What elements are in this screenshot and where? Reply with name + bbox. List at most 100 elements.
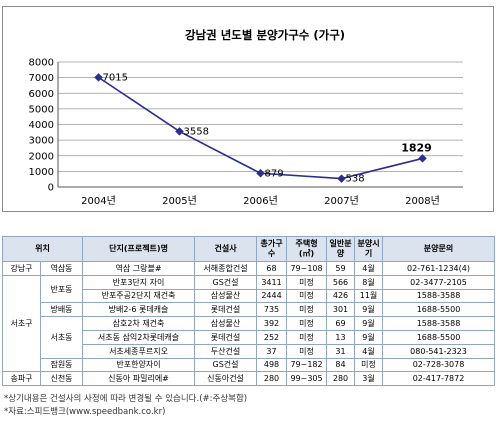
sale-date-cell: 미정 <box>354 357 384 373</box>
data-point <box>418 154 427 163</box>
series-line <box>98 76 423 180</box>
district-cell: 송파구 <box>2 371 41 387</box>
builder-cell: GS건설 <box>194 274 258 290</box>
table-row: 서초구 반포동 반포3단지 자이 GS건설 3411 미정 566 8월 02-3477-210… <box>2 274 496 373</box>
y-tick-label: 4000 <box>29 120 54 131</box>
table-row: 방배동 방배2-6 롯데캐슬 롯데건설 735 미정 301 9월 1688-5500 <box>3 302 496 318</box>
y-tick-label: 3000 <box>29 136 54 147</box>
dong-cell: 서초동 <box>39 316 84 359</box>
general-sale-cell: 84 <box>326 357 356 373</box>
sale-date-cell: 9월 <box>354 329 384 345</box>
unit-size-cell: 미정 <box>286 329 328 345</box>
data-label: 1829 <box>401 141 432 154</box>
x-tick-label: 2008년 <box>405 195 440 207</box>
project-name-cell: 반포한양자이 <box>82 357 196 373</box>
general-sale-cell: 566 <box>326 274 356 290</box>
general-sale-cell: 69 <box>326 316 356 331</box>
project-name-cell: 서초동 삼익2차롯데캐슬 <box>82 329 196 345</box>
sale-date-cell: 9월 <box>354 302 384 318</box>
unit-size-cell: 미정 <box>286 274 328 290</box>
unit-size-cell: 미정 <box>286 302 328 318</box>
builder-cell: 신동아건설 <box>194 371 258 387</box>
sale-date-cell: 9월 <box>354 316 384 331</box>
unit-size-cell: 99~305 <box>286 371 328 387</box>
inquiry-cell: 080-541-2323 <box>382 343 496 359</box>
total-units-cell: 2444 <box>256 288 288 304</box>
project-name-cell: 삼호2차 재건축 <box>82 316 196 331</box>
total-units-cell: 68 <box>256 261 288 276</box>
header-unit-size: 주택형(㎡) <box>286 236 328 262</box>
sale-date-cell: 3월 <box>354 371 384 387</box>
inquiry-cell: 1688-5500 <box>382 329 496 345</box>
dong-cell: 잠원동 <box>39 357 84 373</box>
y-tick-label: 8000 <box>29 58 54 69</box>
y-tick-label: 2000 <box>29 151 54 162</box>
x-tick-label: 2007년 <box>324 195 359 207</box>
builder-cell: 서해종합건설 <box>194 261 258 276</box>
header-project: 단지(프로젝트)명 <box>82 236 196 262</box>
builder-cell: 롯데건설 <box>194 329 258 345</box>
dong-cell: 신천동 <box>39 371 84 387</box>
general-sale-cell: 13 <box>326 329 356 345</box>
y-tick-label: 5000 <box>29 104 54 115</box>
builder-cell: 삼성물산 <box>194 288 258 304</box>
inquiry-cell: 1588-3588 <box>382 288 496 304</box>
project-name-cell: 방배2-6 롯데캐슬 <box>82 302 196 318</box>
total-units-cell: 3411 <box>256 274 288 290</box>
data-point <box>256 169 265 178</box>
sale-date-cell: 8월 <box>354 274 384 290</box>
unit-size-cell: 미정 <box>286 343 328 359</box>
header-general-sale: 일반분양 <box>326 236 356 262</box>
x-tick-label: 2004년 <box>81 195 116 207</box>
total-units-cell: 498 <box>256 357 288 373</box>
header-location: 위치 <box>1 236 84 262</box>
general-sale-cell: 280 <box>326 371 356 387</box>
unit-size-cell: 79~182 <box>286 357 328 373</box>
builder-cell: 두산건설 <box>194 343 258 359</box>
general-sale-cell: 31 <box>326 343 356 359</box>
chart-panel: 강남권 년도별 분양가구수 (가구) 0 1000 2000 3000 4000 5000 6… <box>2 6 494 212</box>
data-point <box>175 127 184 136</box>
y-tick-label: 7000 <box>29 73 54 84</box>
inquiry-cell: 02-3477-2105 <box>382 274 496 290</box>
line-chart: 강남권 년도별 분양가구수 (가구) 0 1000 2000 3000 4000 5000 6… <box>29 28 463 207</box>
general-sale-cell: 59 <box>326 261 356 276</box>
inquiry-cell: 1588-3588 <box>382 316 496 331</box>
header-total-units: 총가구수 <box>256 236 288 262</box>
chart-title: 강남권 년도별 분양가구수 (가구) <box>185 28 345 42</box>
district-cell: 서초구 <box>2 274 41 373</box>
data-label: 879 <box>265 168 284 179</box>
y-tick-label: 1000 <box>29 167 54 178</box>
footnote-source: *자료:스피드뱅크(www.speedbank.co.kr) <box>4 407 166 417</box>
table-row: 서초동 삼호2차 재건축 삼성물산 392 미정 69 9월 1588-3588 <box>3 316 496 359</box>
footnote-change: *상기내용은 건설사의 사정에 따라 변경될 수 있습니다.(#:주상복합) <box>4 394 248 404</box>
district-cell: 강남구 <box>2 261 41 276</box>
header-builder: 건설사 <box>194 236 258 262</box>
builder-cell: 삼성물산 <box>194 316 258 331</box>
inquiry-cell: 02-728-3078 <box>382 357 496 373</box>
y-tick-label: 6000 <box>29 89 54 100</box>
header-inquiry: 분양문의 <box>382 236 496 262</box>
dong-cell: 역삼동 <box>39 261 84 276</box>
unit-size-cell: 79~108 <box>286 261 328 276</box>
x-tick-label: 2005년 <box>162 195 197 207</box>
general-sale-cell: 426 <box>326 288 356 304</box>
inquiry-cell: 1688-5500 <box>382 302 496 318</box>
unit-size-cell: 미정 <box>286 316 328 331</box>
project-name-cell: 반포주공2단지 재건축 <box>82 288 196 304</box>
table-body: 강남구 역삼동 역삼 그랑블# 서해종합건설 68 79~108 59 4월 02-761-12… <box>2 261 496 387</box>
dong-cell: 반포동 <box>39 274 84 304</box>
x-tick-label: 2006년 <box>243 195 278 207</box>
project-name-cell: 반포3단지 자이 <box>82 274 196 290</box>
total-units-cell: 37 <box>256 343 288 359</box>
project-name-cell: 서초세종푸르지오 <box>82 343 196 359</box>
table-header-row: 위치 단지(프로젝트)명 건설사 총가구수 주택형(㎡) 일반분양 분양시기 분양문의 <box>1 236 496 262</box>
total-units-cell: 735 <box>256 302 288 318</box>
data-point <box>337 174 346 183</box>
sale-date-cell: 4월 <box>354 261 384 276</box>
builder-cell: 롯데건설 <box>194 302 258 318</box>
data-label: 3558 <box>184 126 209 137</box>
data-label: 7015 <box>103 72 128 83</box>
y-tick-label: 0 <box>48 183 54 194</box>
sale-date-cell: 11월 <box>354 288 384 304</box>
